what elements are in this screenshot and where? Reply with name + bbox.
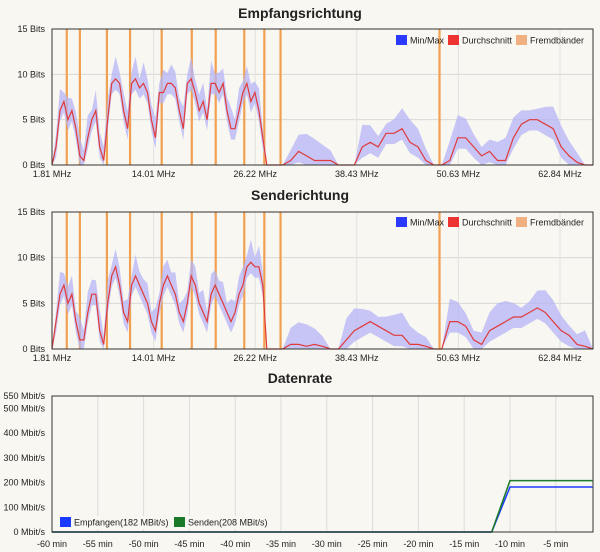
legend-label-receive: Empfangen(182 MBit/s) bbox=[74, 518, 169, 528]
plot-frame bbox=[51, 395, 594, 533]
foreign-band-marker bbox=[263, 212, 266, 349]
y-tick-label: 550 Mbit/s bbox=[3, 391, 45, 401]
legend-swatch-average bbox=[448, 217, 459, 227]
foreign-band-marker bbox=[438, 29, 441, 165]
foreign-band-marker bbox=[279, 212, 282, 349]
x-tick-label: -25 min bbox=[358, 539, 388, 549]
x-tick-label: -45 min bbox=[174, 539, 204, 549]
x-tick-label: 26.22 MHz bbox=[233, 353, 277, 363]
foreign-band-marker bbox=[279, 29, 282, 165]
foreign-band-marker bbox=[438, 212, 441, 349]
x-tick-label: -50 min bbox=[129, 539, 159, 549]
legend-label-minmax: Min/Max bbox=[410, 218, 445, 228]
legend-swatch-send bbox=[174, 517, 185, 527]
y-tick-label: 400 Mbit/s bbox=[3, 428, 45, 438]
x-tick-label: -20 min bbox=[403, 539, 433, 549]
x-tick-label: 38.43 MHz bbox=[335, 353, 379, 363]
x-tick-label: -55 min bbox=[83, 539, 113, 549]
foreign-band-marker bbox=[78, 29, 81, 165]
x-tick-label: 62.84 MHz bbox=[538, 353, 582, 363]
y-tick-label: 100 Mbit/s bbox=[3, 502, 45, 512]
receive-spectrum-chart: Empfangsrichtung 15 Bits 10 Bits 5 Bits 0 B… bbox=[17, 5, 594, 179]
x-tick-label: -40 min bbox=[220, 539, 250, 549]
legend-swatch-average bbox=[448, 35, 459, 45]
legend-swatch-foreign-bands bbox=[516, 217, 527, 227]
y-tick-label: 0 Mbit/s bbox=[13, 527, 45, 537]
x-tick-label: -15 min bbox=[449, 539, 479, 549]
chart-title: Senderichtung bbox=[251, 187, 349, 203]
legend-label-foreign-bands: Fremdbänder bbox=[530, 36, 584, 46]
legend-swatch-foreign-bands bbox=[516, 35, 527, 45]
y-tick-label: 200 Mbit/s bbox=[3, 478, 45, 488]
x-tick-label: 1.81 MHz bbox=[33, 169, 72, 179]
y-tick-label: 300 Mbit/s bbox=[3, 453, 45, 463]
y-tick-label: 10 Bits bbox=[17, 69, 45, 79]
x-tick-label: 38.43 MHz bbox=[335, 169, 379, 179]
foreign-band-marker bbox=[128, 212, 132, 349]
legend: Min/Max Durchschnitt Fremdbänder bbox=[396, 217, 584, 228]
foreign-band-marker bbox=[105, 212, 108, 349]
x-tick-label: 1.81 MHz bbox=[33, 353, 72, 363]
foreign-band-marker bbox=[190, 29, 193, 165]
chart-title: Empfangsrichtung bbox=[238, 5, 362, 21]
legend-label-send: Senden(208 MBit/s) bbox=[188, 518, 268, 528]
average-line bbox=[51, 77, 593, 166]
chart-title: Datenrate bbox=[268, 370, 333, 386]
x-tick-label: 62.84 MHz bbox=[538, 169, 582, 179]
y-tick-label: 0 Bits bbox=[22, 160, 45, 170]
plot-frame bbox=[51, 28, 594, 166]
legend: Empfangen(182 MBit/s) Senden(208 MBit/s) bbox=[57, 516, 275, 529]
legend-label-foreign-bands: Fremdbänder bbox=[530, 218, 584, 228]
x-tick-label: 50.63 MHz bbox=[437, 353, 481, 363]
x-tick-label: -30 min bbox=[312, 539, 342, 549]
foreign-band-marker bbox=[263, 29, 266, 165]
foreign-band-marker bbox=[105, 29, 108, 165]
legend-swatch-minmax bbox=[396, 35, 407, 45]
x-tick-label: 50.63 MHz bbox=[437, 169, 481, 179]
x-tick-label: 26.22 MHz bbox=[233, 169, 277, 179]
y-tick-label: 500 Mbit/s bbox=[3, 403, 45, 413]
y-tick-label: 15 Bits bbox=[17, 24, 45, 34]
y-tick-label: 5 Bits bbox=[22, 298, 45, 308]
legend-swatch-minmax bbox=[396, 217, 407, 227]
legend-label-average: Durchschnitt bbox=[462, 218, 513, 228]
y-tick-label: 10 Bits bbox=[17, 253, 45, 263]
legend: Min/Max Durchschnitt Fremdbänder bbox=[396, 35, 584, 46]
foreign-band-marker bbox=[214, 29, 217, 165]
x-tick-label: -10 min bbox=[495, 539, 525, 549]
x-tick-label: 14.01 MHz bbox=[132, 169, 176, 179]
datarate-chart: Datenrate 550 Mbit/s 500 Mbit/s 400 Mbit/s… bbox=[3, 370, 594, 549]
x-tick-label: 14.01 MHz bbox=[132, 353, 176, 363]
legend-background bbox=[57, 516, 275, 529]
plot-frame bbox=[51, 211, 594, 350]
foreign-band-marker bbox=[65, 212, 68, 349]
x-tick-label: -35 min bbox=[266, 539, 296, 549]
transmit-spectrum-chart: Senderichtung 15 Bits 10 Bits 5 Bits 0 Bits… bbox=[17, 187, 594, 363]
legend-label-average: Durchschnitt bbox=[462, 36, 513, 46]
y-tick-label: 0 Bits bbox=[22, 344, 45, 354]
legend-label-minmax: Min/Max bbox=[410, 36, 445, 46]
foreign-band-marker bbox=[78, 212, 81, 349]
average-line bbox=[51, 261, 594, 350]
y-tick-label: 5 Bits bbox=[22, 115, 45, 125]
x-tick-label: -60 min bbox=[37, 539, 67, 549]
legend-swatch-receive bbox=[60, 517, 71, 527]
x-tick-label: -5 min bbox=[543, 539, 568, 549]
y-tick-label: 15 Bits bbox=[17, 207, 45, 217]
